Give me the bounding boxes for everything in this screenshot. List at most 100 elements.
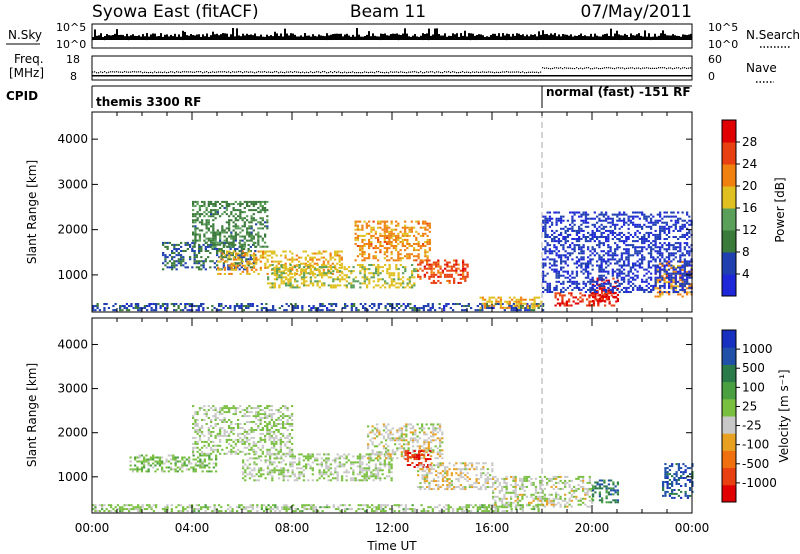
power-cell [212, 205, 215, 208]
power-cell [602, 215, 605, 218]
velocity-cell [283, 506, 286, 509]
power-cell [182, 256, 185, 259]
velocity-cell [339, 504, 342, 507]
power-cell [686, 252, 689, 255]
velocity-cell [119, 508, 122, 511]
power-cell [245, 307, 248, 310]
nave-dot [598, 75, 600, 77]
power-cell [201, 223, 204, 226]
power-cell [398, 307, 401, 310]
power-cell [294, 307, 297, 310]
power-cell [261, 227, 264, 230]
power-cell [232, 239, 235, 242]
nave-dot [620, 75, 622, 77]
power-cell [238, 241, 241, 244]
power-cell [203, 203, 206, 206]
power-cell [212, 237, 215, 240]
power-cell [227, 258, 230, 261]
power-cell [309, 280, 312, 283]
noise-bar [322, 35, 324, 40]
power-cell [200, 256, 203, 259]
power-cell [327, 266, 330, 269]
nave-dot [302, 75, 304, 77]
velocity-cell [299, 510, 302, 513]
power-cell [350, 270, 353, 273]
power-cell [374, 236, 377, 239]
power-cell [408, 255, 411, 258]
velocity-cell [197, 508, 200, 511]
power-cell [566, 270, 570, 273]
power-cell [430, 271, 433, 274]
freq-dot [322, 71, 324, 73]
power-cell [641, 211, 644, 214]
power-cell [303, 266, 306, 269]
power-cell [555, 248, 558, 251]
power-cell [164, 264, 167, 267]
power-cell [466, 273, 469, 276]
power-cell [390, 272, 393, 275]
power-cell [386, 282, 389, 285]
freq-dot [330, 71, 332, 73]
noise-bar [274, 31, 276, 40]
power-cell [361, 264, 364, 267]
power-cell [301, 307, 304, 310]
power-cell [381, 234, 384, 237]
power-cell [616, 262, 619, 265]
freq-dot [206, 71, 208, 73]
nave-dot [92, 75, 94, 77]
power-cell [214, 217, 217, 220]
nave-dot [274, 75, 276, 77]
power-cell [665, 233, 668, 236]
power-cell [171, 258, 174, 261]
power-cell [602, 225, 605, 228]
freq-dot [558, 67, 560, 69]
power-cell [499, 302, 503, 305]
power-cell [221, 213, 224, 216]
power-cell [422, 245, 425, 248]
power-cell [569, 211, 572, 214]
freq-dot [338, 71, 340, 73]
power-cell [654, 276, 657, 279]
power-cell [195, 254, 198, 257]
noise-bar [212, 31, 214, 40]
power-cell [408, 245, 411, 248]
power-cell [203, 223, 206, 226]
power-cell [238, 264, 241, 267]
power-cell [638, 231, 641, 234]
power-cell [636, 274, 639, 277]
power-cell [184, 241, 187, 244]
power-cell [641, 266, 644, 269]
velocity-cell [220, 510, 223, 513]
power-cell [605, 229, 608, 232]
power-cell [372, 257, 375, 260]
power-cell [650, 248, 653, 251]
power-cell [573, 246, 576, 249]
power-cell [200, 264, 203, 267]
power-cell [268, 250, 271, 253]
power-cell [614, 236, 617, 239]
freq-dot [408, 71, 410, 73]
power-cell [562, 254, 565, 257]
power-cell [383, 234, 386, 237]
power-cell [546, 286, 549, 289]
velocity-cell [328, 506, 331, 509]
power-cell [668, 225, 671, 228]
velocity-cell [229, 506, 232, 509]
power-cell [560, 233, 563, 236]
power-cell [195, 256, 198, 259]
power-cell [654, 270, 657, 273]
noise-bar [118, 34, 120, 40]
nave-dot [684, 75, 686, 77]
velocity-cell [139, 508, 142, 511]
power-cell [462, 265, 465, 268]
power-cell [198, 215, 202, 218]
power-cell [371, 303, 374, 306]
noise-bar [248, 34, 250, 40]
power-cell [198, 262, 201, 265]
noise-bar [256, 36, 258, 40]
power-cell [411, 307, 414, 310]
noise-bar [340, 33, 342, 40]
power-cell [544, 280, 547, 283]
power-cell [620, 252, 623, 255]
power-cell [569, 284, 572, 287]
